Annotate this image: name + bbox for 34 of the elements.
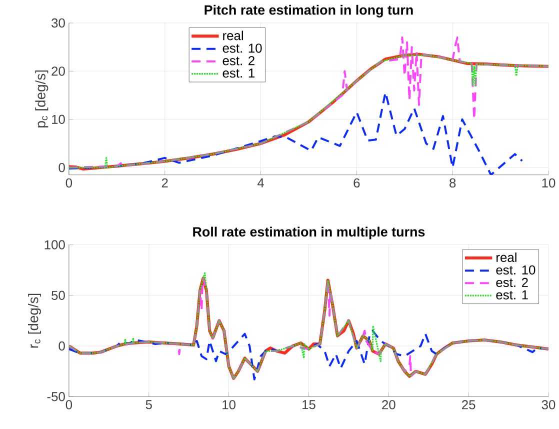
chart-title: Roll rate estimation in multiple turns	[193, 226, 425, 240]
y-tick-label: -50	[47, 392, 65, 402]
y-tick-label: 30	[52, 18, 65, 28]
y-axis-title: r$_{c}$ [deg/s]	[28, 294, 41, 348]
x-tick-label: 25	[462, 400, 476, 410]
x-tick-label: 4	[257, 178, 264, 188]
legend-label: est. 1	[496, 290, 528, 300]
legend-label: est. 10	[222, 44, 262, 53]
y-tick-label: 10	[52, 115, 65, 124]
x-tick-label: 0	[66, 400, 72, 410]
x-tick-label: 30	[542, 400, 556, 410]
y-axis-title: p$_{c}$ [deg/s]	[35, 70, 48, 128]
x-tick-label: 0	[66, 178, 72, 188]
legend-label: est. 10	[496, 266, 536, 275]
y-tick-label: 100	[44, 240, 65, 250]
x-tick-label: 20	[382, 400, 396, 410]
y-tick-label: 20	[52, 66, 65, 76]
line-series	[68, 92, 524, 176]
legend-label: real	[496, 252, 516, 262]
x-tick-label: 2	[162, 178, 168, 188]
legend-label: real	[223, 30, 243, 40]
legend-label: est. 1	[222, 68, 254, 78]
x-tick-label: 15	[302, 400, 316, 410]
y-tick-label: 50	[52, 291, 65, 300]
x-tick-label: 10	[542, 178, 556, 188]
y-tick-label: 0	[58, 163, 65, 172]
legend-label: est. 2	[222, 56, 254, 66]
x-tick-label: 5	[146, 400, 152, 410]
x-tick-label: 8	[450, 178, 456, 188]
chart-title: Pitch rate estimation in long turn	[204, 5, 413, 18]
y-tick-label: 0	[58, 342, 65, 351]
x-tick-label: 10	[222, 400, 236, 410]
legend-label: est. 2	[496, 278, 528, 288]
x-tick-label: 6	[354, 178, 360, 188]
